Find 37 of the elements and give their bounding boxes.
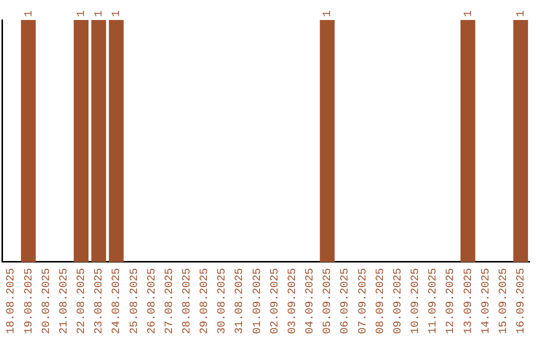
x-tick-label: 29.08.2025	[199, 268, 212, 334]
x-tick-label: 18.08.2025	[6, 268, 18, 334]
x-tick-label: 16.09.2025	[516, 268, 528, 334]
x-tick-label: 19.08.2025	[23, 268, 36, 334]
x-tick-label: 11.09.2025	[428, 268, 440, 334]
data-label: 1	[111, 10, 124, 17]
x-tick-label: 01.09.2025	[252, 268, 264, 334]
x-tick-label: 07.09.2025	[357, 268, 370, 334]
x-tick-label: 12.09.2025	[445, 268, 458, 334]
x-tick-label: 26.08.2025	[146, 268, 158, 334]
x-tick-label: 13.09.2025	[462, 268, 475, 334]
data-label: 1	[94, 10, 106, 17]
x-tick-label: 05.09.2025	[322, 268, 334, 334]
data-label: 1	[516, 10, 528, 17]
x-tick-label: 20.08.2025	[40, 268, 53, 334]
x-tick-label: 27.08.2025	[164, 268, 176, 334]
data-label: 1	[462, 10, 475, 17]
x-tick-label: 03.09.2025	[286, 268, 299, 334]
data-label: 1	[322, 10, 334, 17]
x-tick-label: 21.08.2025	[58, 268, 70, 334]
x-tick-label: 08.09.2025	[374, 268, 387, 334]
x-tick-label: 24.08.2025	[111, 268, 124, 334]
x-tick-label: 23.08.2025	[94, 268, 106, 334]
x-tick-label: 30.08.2025	[216, 268, 229, 334]
x-tick-label: 06.09.2025	[340, 268, 352, 334]
x-tick-label: 22.08.2025	[76, 268, 88, 334]
x-tick-label: 02.09.2025	[269, 268, 282, 334]
x-tick-label: 10.09.2025	[410, 268, 422, 334]
data-label: 1	[76, 10, 88, 17]
x-tick-label: 15.09.2025	[498, 268, 510, 334]
x-tick-label: 28.08.2025	[182, 268, 194, 334]
data-label: 1	[23, 10, 36, 17]
x-tick-label: 14.09.2025	[480, 268, 492, 334]
x-tick-label: 31.08.2025	[234, 268, 246, 334]
x-tick-label: 09.09.2025	[392, 268, 404, 334]
x-tick-label: 25.08.2025	[128, 268, 141, 334]
x-tick-label: 04.09.2025	[304, 268, 317, 334]
